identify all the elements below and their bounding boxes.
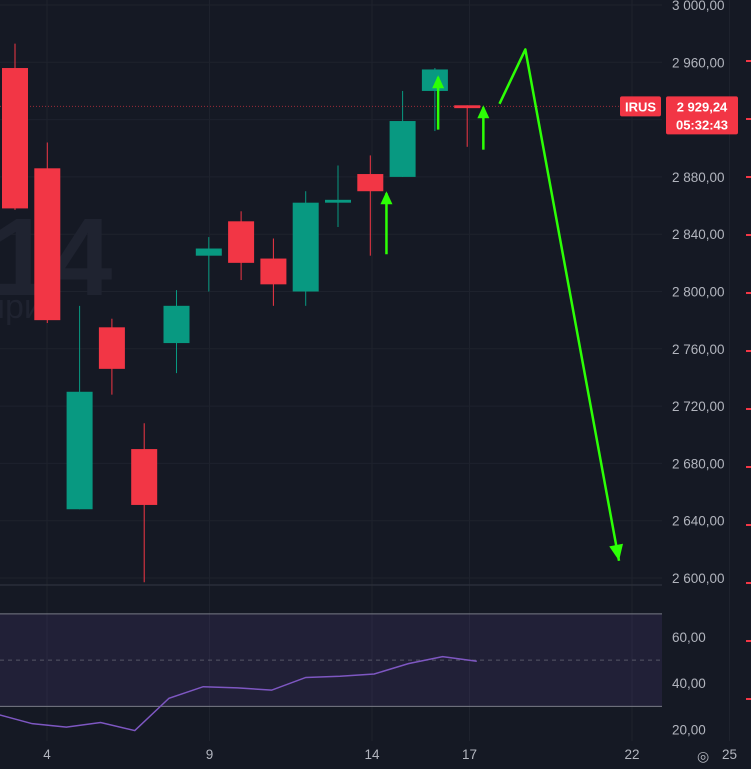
candle[interactable] [66, 305, 93, 510]
candle[interactable] [260, 238, 287, 306]
candle-body [454, 105, 481, 109]
forecast-arrow[interactable] [498, 48, 624, 562]
arrow-up-annotation[interactable] [432, 75, 445, 130]
price-tick-label: 2 960,00 [672, 55, 725, 70]
candle-body [98, 327, 125, 369]
candle-body [131, 449, 158, 505]
price-tick-label: 2 600,00 [672, 571, 725, 586]
edge-mark [746, 234, 751, 236]
price-tags: IRUS 2 929,24 05:32:43 [620, 96, 738, 135]
candle-body [163, 305, 190, 344]
time-tick-label: 22 [624, 747, 639, 762]
time-tick-label: 9 [206, 747, 214, 762]
candle[interactable] [454, 105, 481, 147]
candle[interactable] [357, 155, 384, 256]
price-tick-label: 2 680,00 [672, 456, 725, 471]
candle[interactable] [98, 318, 125, 395]
target-icon[interactable]: ◎ [697, 748, 709, 764]
price-tick-label: 2 880,00 [672, 170, 725, 185]
candle-body [292, 202, 319, 292]
rsi-tick-label: 40,00 [672, 676, 706, 691]
price-tick-label: 2 640,00 [672, 514, 725, 529]
price-tick-label: 2 800,00 [672, 285, 725, 300]
candle[interactable] [389, 90, 416, 177]
candle-body [357, 174, 384, 192]
current-price-tag[interactable]: 2 929,24 05:32:43 [666, 96, 738, 135]
edge-mark [746, 466, 751, 468]
edge-mark [746, 524, 751, 526]
rsi-line[interactable] [0, 655, 477, 732]
candle-body [195, 248, 222, 256]
time-tick-label: 25 [722, 747, 737, 762]
price-tick-label: 3 000,00 [672, 0, 725, 13]
edge-mark [746, 582, 751, 584]
candle[interactable] [163, 290, 190, 374]
candle-body [325, 199, 351, 203]
edge-mark [746, 698, 751, 700]
candle-body [66, 391, 93, 510]
arrow-head [432, 75, 445, 89]
edge-mark [746, 408, 751, 410]
time-tick-label: 14 [364, 747, 380, 762]
rsi-tick-label: 20,00 [672, 722, 706, 737]
arrow-head [477, 105, 490, 119]
candle[interactable] [195, 237, 222, 292]
candle[interactable] [325, 165, 351, 228]
symbol-tag-text: IRUS [625, 99, 656, 114]
edge-mark [746, 118, 751, 120]
rsi-panel [0, 613, 662, 732]
symbol-tag[interactable]: IRUS [620, 96, 661, 117]
price-tick-label: 2 720,00 [672, 399, 725, 414]
annotations [380, 48, 624, 562]
rsi-tick-label: 60,00 [672, 630, 706, 645]
edge-marks [746, 60, 751, 700]
price-axis[interactable]: 2 600,00 2 640,00 2 680,00 2 720,00 2 760,00… [672, 0, 725, 737]
candle[interactable] [228, 211, 255, 281]
symbol-tag-bg [620, 96, 661, 117]
candle[interactable] [131, 423, 158, 583]
candle[interactable] [292, 191, 319, 306]
time-tick-label: 4 [43, 747, 51, 762]
gridlines [0, 584, 662, 586]
current-price-text: 2 929,24 [677, 99, 728, 114]
edge-mark [746, 350, 751, 352]
edge-mark [746, 292, 751, 294]
candle-body [260, 258, 287, 285]
edge-mark [746, 640, 751, 642]
current-price-tag-bg [666, 96, 738, 135]
arrow-up-annotation[interactable] [477, 105, 490, 150]
candle-body [389, 121, 416, 177]
arrow-head [609, 543, 624, 561]
arrow-head [380, 191, 393, 205]
candle[interactable] [2, 43, 28, 210]
time-tick-label: 17 [462, 747, 477, 762]
candle-body [2, 68, 28, 209]
candle-body [34, 168, 61, 321]
candle[interactable] [34, 142, 61, 324]
candles[interactable] [2, 43, 481, 583]
arrow-up-annotation[interactable] [380, 191, 393, 255]
forecast-path [498, 48, 621, 562]
price-tick-label: 2 840,00 [672, 227, 725, 242]
countdown-text: 05:32:43 [676, 117, 728, 132]
candle-body [228, 221, 255, 263]
edge-mark [746, 176, 751, 178]
price-tick-label: 2 760,00 [672, 342, 725, 357]
edge-mark [746, 60, 751, 62]
time-axis[interactable]: 4914172225M [43, 747, 751, 762]
